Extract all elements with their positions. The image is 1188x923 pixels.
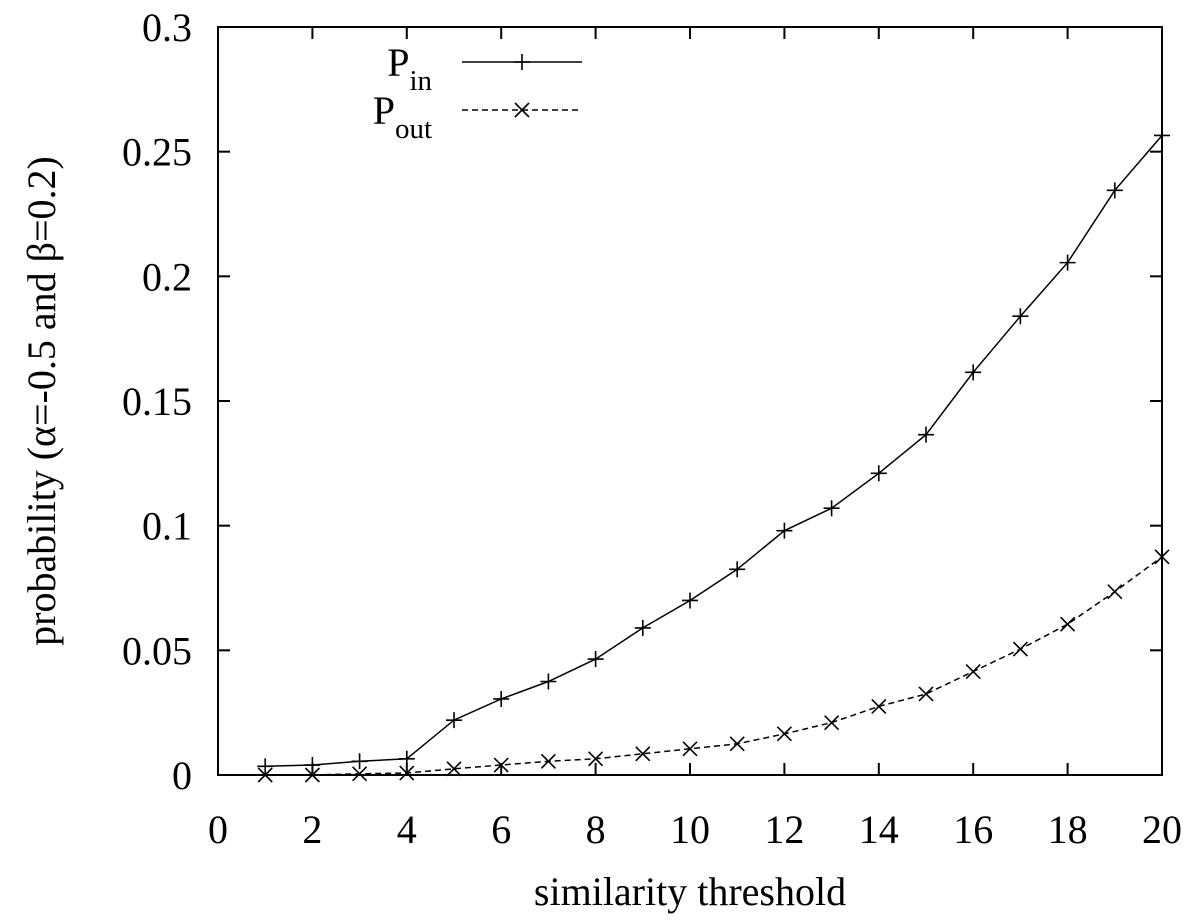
x-axis-title: similarity threshold (534, 869, 846, 914)
data-point (1107, 584, 1123, 600)
data-point (823, 500, 840, 517)
x-tick-label: 18 (1048, 807, 1088, 852)
x-tick-label: 8 (586, 807, 606, 852)
data-point (1106, 182, 1123, 199)
data-point (257, 758, 274, 775)
data-point (634, 619, 651, 636)
series-out (257, 549, 1170, 783)
data-point (399, 765, 415, 781)
data-point (870, 465, 887, 482)
data-point (514, 102, 530, 118)
data-point (304, 757, 321, 774)
data-point (540, 753, 556, 769)
y-tick-label: 0 (172, 753, 192, 798)
data-point (352, 766, 368, 782)
data-point (965, 663, 981, 680)
data-point (635, 746, 651, 762)
series-line (265, 556, 1163, 776)
y-tick-label: 0.1 (142, 504, 192, 549)
data-point (776, 522, 793, 539)
x-tick-label: 4 (397, 807, 417, 852)
data-point (729, 561, 746, 578)
data-point (1154, 549, 1170, 565)
series-in (257, 127, 1170, 775)
series-layer (257, 127, 1170, 783)
y-tick-label: 0.2 (142, 254, 192, 299)
x-tick-label: 2 (302, 807, 322, 852)
legend-item-in: Pin (387, 40, 582, 97)
data-point (446, 712, 462, 729)
data-point (1012, 308, 1029, 325)
data-point (1060, 616, 1076, 632)
legend-label: Pin (387, 40, 432, 97)
data-point (824, 715, 840, 731)
data-point (965, 364, 982, 381)
data-point (493, 757, 509, 773)
y-tick-label: 0.15 (122, 379, 192, 424)
data-point (1012, 641, 1028, 657)
y-axis-title: probability (α=-0.5 and β=0.2) (19, 156, 64, 646)
data-point (540, 673, 557, 690)
legend-item-out: Pout (373, 88, 582, 145)
data-point (1059, 254, 1076, 271)
data-point (257, 767, 273, 783)
legend-label: Pout (373, 88, 432, 145)
data-point (682, 741, 698, 757)
x-tick-label: 16 (953, 807, 993, 852)
x-tick-label: 14 (859, 807, 899, 852)
data-point (351, 753, 368, 770)
y-tick-label: 0.05 (122, 628, 192, 673)
data-point (682, 592, 698, 609)
data-point (918, 426, 934, 443)
x-tick-label: 12 (764, 807, 804, 852)
x-tick-label: 6 (491, 807, 511, 852)
x-tick-label: 20 (1142, 807, 1182, 852)
data-point (587, 651, 604, 668)
data-point (493, 690, 510, 707)
series-line (265, 135, 1163, 768)
y-tick-label: 0.3 (142, 5, 192, 50)
axis-ticks (217, 26, 1163, 776)
plot-frame (217, 26, 1163, 776)
axis-tick-labels: 0 2 4 6 8 10 12 14 16 18 20 0 0.05 0.1 0.15 0.2 0.25 0.3 (122, 5, 1182, 852)
data-point (446, 761, 462, 777)
data-point (918, 686, 934, 702)
x-tick-label: 0 (208, 807, 228, 852)
x-tick-label: 10 (670, 807, 710, 852)
data-point (514, 54, 530, 70)
data-point (304, 767, 320, 783)
data-point (776, 726, 792, 742)
data-point (588, 751, 604, 767)
data-point (729, 736, 745, 752)
data-point (1154, 127, 1170, 144)
data-point (871, 698, 887, 714)
data-point (398, 750, 415, 767)
y-tick-label: 0.25 (122, 130, 192, 175)
